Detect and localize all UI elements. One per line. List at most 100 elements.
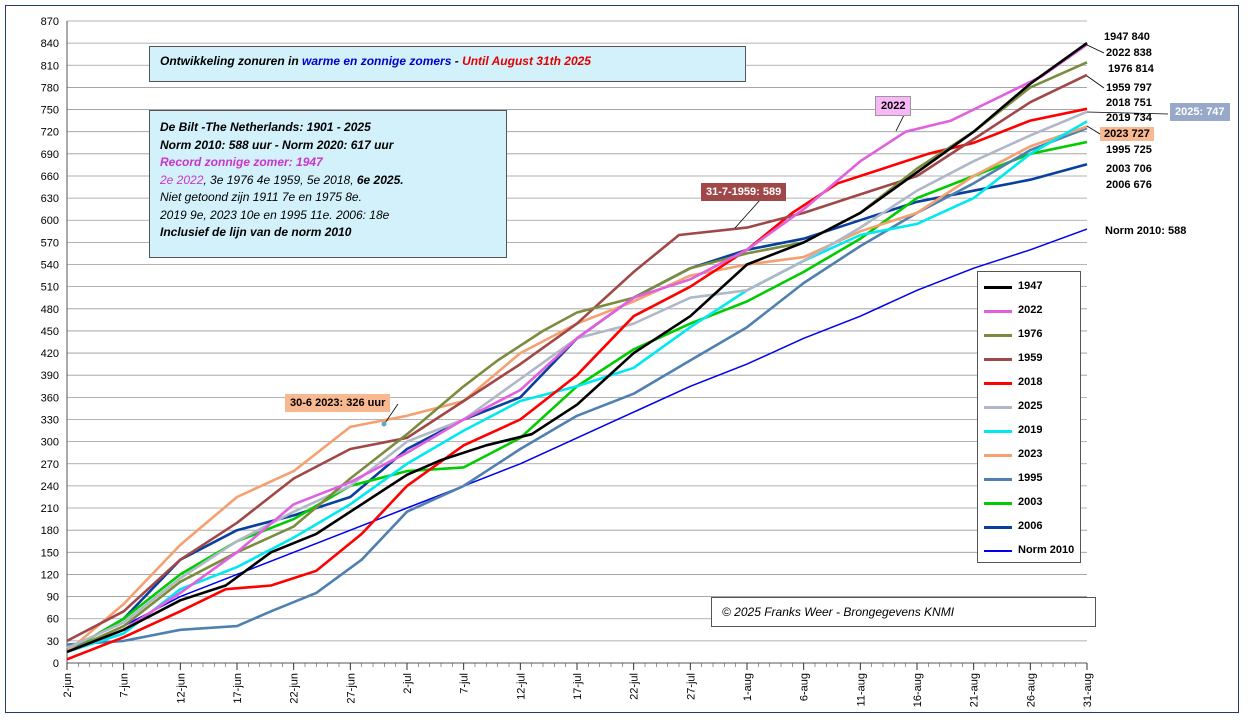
end-label-1947: 1947 840 (1104, 31, 1150, 43)
legend-swatch (984, 550, 1012, 552)
info-line4b: , 3e 1976 4e 1959, 5e 2018, (203, 172, 357, 187)
y-tick-label: 810 (41, 60, 59, 72)
series-line-2019 (66, 120, 1088, 654)
legend-swatch (984, 526, 1012, 529)
legend-label: 1976 (1018, 328, 1043, 340)
legend-label: 2019 (1018, 424, 1043, 436)
info-line4a: 2e 2022 (160, 172, 204, 187)
y-tick-label: 120 (41, 569, 59, 581)
legend-swatch (984, 502, 1012, 505)
pointer-1959 (734, 199, 761, 229)
annotation-2023: 30-6 2023: 326 uur (285, 394, 391, 412)
x-tick-label: 17-jun (232, 673, 244, 704)
annotation-2022: 2022 (875, 96, 912, 116)
pointer-2022-end (1086, 44, 1105, 54)
info-line4: 2e 2022, 3e 1976 4e 1959, 5e 2018, 6e 20… (160, 172, 496, 190)
x-tick-label: 12-jun (175, 673, 187, 704)
legend-label: 1995 (1018, 472, 1043, 484)
title-part1: Ontwikkeling zonuren in (160, 54, 303, 68)
end-label-1995: 1995 725 (1106, 144, 1152, 156)
y-tick-label: 240 (41, 481, 59, 493)
x-tick-label: 12-jul (515, 673, 527, 700)
y-tick-label: 150 (41, 547, 59, 559)
x-tick-label: 17-jul (572, 673, 584, 700)
y-tick-label: 720 (41, 127, 59, 139)
y-tick-label: 0 (53, 658, 59, 670)
credit-text: © 2025 Franks Weer - Brongegevens KNMI (722, 605, 955, 619)
y-tick-label: 90 (47, 592, 59, 604)
legend-label: 1959 (1018, 352, 1043, 364)
legend-label: 2022 (1018, 304, 1043, 316)
series-line-norm-2010 (66, 228, 1088, 653)
info-line6: 2019 9e, 2023 10e en 1995 11e. 2006: 18e (160, 207, 390, 222)
info-line1: De Bilt -The Netherlands: 1901 - 2025 (160, 120, 371, 134)
x-tick-label: 2-jul (402, 673, 414, 694)
info-line2: Norm 2010: 588 uur - Norm 2020: 617 uur (160, 137, 394, 152)
pointer-2025-end (1086, 111, 1169, 115)
end-label-2006: 2006 676 (1106, 179, 1152, 191)
series-line-1959 (66, 73, 1088, 643)
end-label-1959: 1959 797 (1106, 82, 1152, 94)
info-line3: Record zonnige zomer: 1947 (160, 155, 323, 169)
legend-swatch (984, 358, 1012, 361)
y-tick-label: 780 (41, 82, 59, 94)
x-tick-label: 7-jun (119, 673, 131, 697)
x-tick-label: 26-aug (1025, 673, 1037, 707)
y-tick-label: 330 (41, 414, 59, 426)
end-label-norm: Norm 2010: 588 (1105, 225, 1187, 237)
credit-box: © 2025 Franks Weer - Brongegevens KNMI (711, 597, 1096, 627)
y-tick-label: 270 (41, 459, 59, 471)
legend-label: 1947 (1018, 280, 1043, 292)
y-tick-label: 360 (41, 392, 59, 404)
legend-swatch (984, 310, 1012, 313)
y-tick-label: 210 (41, 503, 59, 515)
y-tick-label: 300 (41, 437, 59, 449)
x-tick-label: 31-aug (1082, 673, 1094, 707)
x-tick-label: 21-aug (969, 673, 981, 707)
end-label-2022: 2022 838 (1106, 47, 1152, 59)
series-line-1976 (66, 61, 1088, 654)
y-tick-label: 540 (41, 260, 59, 272)
series-line-2022 (66, 43, 1088, 654)
marker-2023 (381, 421, 387, 427)
info-line7: Inclusief de lijn van de norm 2010 (160, 225, 352, 239)
legend-swatch (984, 382, 1012, 385)
legend-label: 2023 (1018, 448, 1043, 460)
legend-swatch (984, 286, 1012, 289)
end-label-2018: 2018 751 (1106, 97, 1152, 109)
legend-label: 2006 (1018, 520, 1043, 532)
series-line-1995 (66, 126, 1088, 646)
x-tick-label: 11-aug (855, 673, 867, 706)
end-label-2019: 2019 734 (1106, 112, 1152, 124)
info-line5: Niet getoond zijn 1911 7e en 1975 8e. (160, 190, 362, 204)
title-part4: Until August 31th 2025 (462, 54, 591, 68)
chart-title-box: Ontwikkeling zonuren in warme en zonnige… (149, 46, 746, 82)
series-line-1947 (66, 42, 1088, 654)
end-label-2023: 2023 727 (1100, 127, 1154, 141)
legend-swatch (984, 430, 1012, 433)
y-tick-label: 600 (41, 215, 59, 227)
series-line-2018 (66, 107, 1088, 661)
title-part2: warme en zonnige zomers (302, 54, 452, 68)
y-tick-label: 480 (41, 304, 59, 316)
y-tick-label: 30 (47, 636, 59, 648)
y-tick-label: 840 (41, 38, 59, 50)
annotation-2025: 2025: 747 (1170, 103, 1230, 121)
legend-label: 2025 (1018, 400, 1043, 412)
legend-label: 2018 (1018, 376, 1043, 388)
y-tick-label: 570 (41, 237, 59, 249)
pointer-2023-end (1086, 125, 1101, 135)
legend-swatch (984, 334, 1012, 337)
annotation-1959: 31-7-1959: 589 (701, 183, 787, 201)
legend-label: Norm 2010 (1018, 544, 1075, 556)
title-part3: - (451, 54, 463, 68)
x-tick-label: 27-jul (685, 673, 697, 700)
x-tick-label: 7-jul (459, 673, 471, 694)
y-tick-label: 630 (41, 193, 59, 205)
y-tick-label: 420 (41, 348, 59, 360)
y-tick-label: 180 (41, 525, 59, 537)
x-tick-label: 22-jul (629, 673, 641, 700)
y-tick-label: 660 (41, 171, 59, 183)
y-tick-label: 690 (41, 149, 59, 161)
